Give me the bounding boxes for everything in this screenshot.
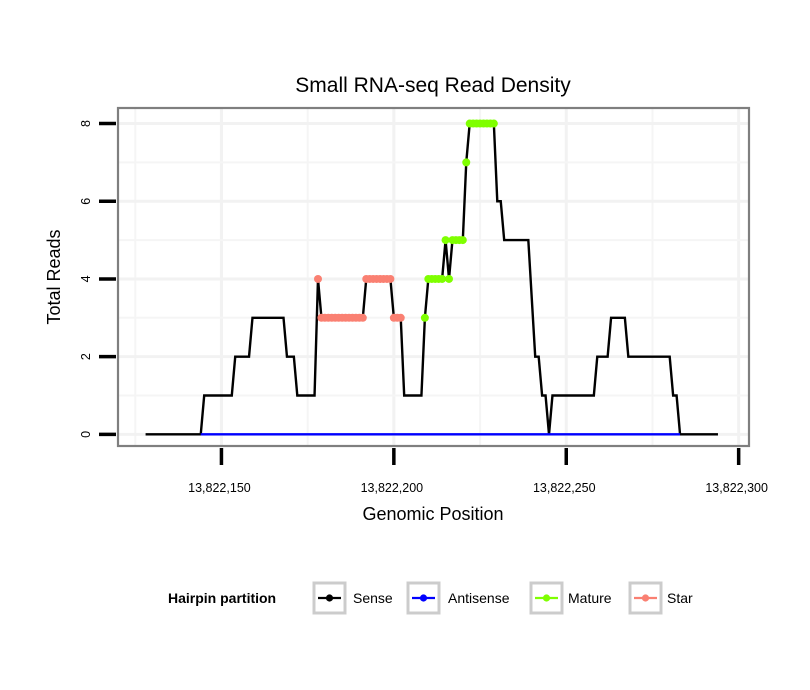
x-axis: 13,822,150 13,822,200 13,822,250 13,822,300 <box>188 448 768 495</box>
x-axis-title: Genomic Position <box>362 504 503 524</box>
data-point-mature <box>489 119 498 128</box>
y-tick-label: 8 <box>79 120 93 127</box>
legend-item-antisense: Antisense <box>406 581 510 615</box>
x-tick-label: 13,822,300 <box>705 481 768 495</box>
legend-entries: Sense Antisense Mature Star <box>312 581 693 615</box>
legend-item-star: Star <box>628 581 693 615</box>
data-point-mature <box>438 274 447 283</box>
legend-label: Mature <box>568 590 612 606</box>
data-point-mature <box>462 158 471 167</box>
x-tick-label: 13,822,250 <box>533 481 596 495</box>
data-point-star <box>358 313 367 322</box>
legend-item-mature: Mature <box>529 581 612 615</box>
plot-panel <box>116 106 751 448</box>
legend-key-point <box>542 594 551 602</box>
legend-key-point <box>325 594 334 602</box>
data-point-star <box>313 274 322 283</box>
y-tick-label: 0 <box>79 431 93 438</box>
series-line-sense <box>145 122 718 436</box>
y-axis: 0 2 4 6 8 <box>79 120 116 438</box>
series-layer <box>145 119 718 436</box>
x-tick-label: 13,822,150 <box>188 481 251 495</box>
data-point-mature <box>458 236 467 245</box>
data-point-mature <box>441 236 450 245</box>
legend-title: Hairpin partition <box>168 590 276 606</box>
legend-key-point <box>641 594 650 602</box>
y-tick-label: 6 <box>79 198 93 205</box>
data-point-star <box>396 313 405 322</box>
y-axis-title: Total Reads <box>44 229 64 324</box>
chart-title: Small RNA-seq Read Density <box>295 74 571 97</box>
legend-label: Antisense <box>448 590 510 606</box>
legend-label: Sense <box>353 590 393 606</box>
data-point-mature <box>445 274 454 283</box>
y-tick-label: 2 <box>79 353 93 360</box>
legend-key-point <box>419 594 428 602</box>
y-tick-label: 4 <box>79 275 93 282</box>
legend-label: Star <box>667 590 693 606</box>
x-tick-label: 13,822,200 <box>361 481 424 495</box>
data-point-mature <box>420 313 429 322</box>
legend: Hairpin partition Sense Antisense Mature St… <box>168 581 693 615</box>
data-point-star <box>386 274 395 283</box>
legend-item-sense: Sense <box>312 581 393 615</box>
plot-border <box>116 106 751 448</box>
